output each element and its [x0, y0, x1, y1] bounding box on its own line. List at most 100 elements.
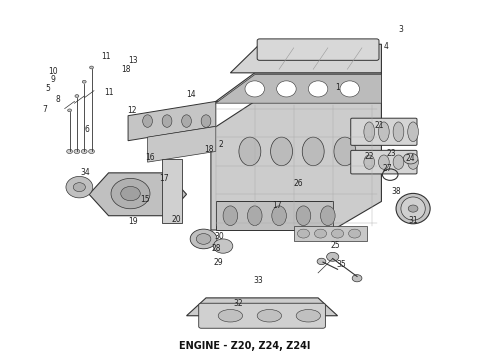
Ellipse shape — [340, 81, 360, 97]
Text: 8: 8 — [55, 95, 60, 104]
Polygon shape — [294, 226, 367, 241]
Ellipse shape — [245, 80, 265, 94]
Ellipse shape — [378, 155, 389, 169]
Ellipse shape — [320, 206, 335, 226]
Text: 5: 5 — [45, 84, 50, 93]
Ellipse shape — [90, 66, 94, 69]
Ellipse shape — [68, 109, 72, 112]
Text: 21: 21 — [374, 121, 384, 130]
Text: 20: 20 — [171, 215, 181, 224]
Ellipse shape — [393, 155, 404, 169]
Ellipse shape — [213, 239, 233, 253]
Text: 24: 24 — [406, 154, 416, 163]
Text: 1: 1 — [335, 83, 340, 92]
Text: 38: 38 — [391, 187, 401, 196]
Text: 27: 27 — [383, 164, 392, 173]
Ellipse shape — [403, 153, 418, 164]
Text: 28: 28 — [211, 244, 220, 253]
Text: 10: 10 — [48, 67, 57, 76]
Text: 23: 23 — [386, 149, 396, 158]
Polygon shape — [216, 73, 381, 102]
Ellipse shape — [239, 137, 261, 166]
Text: 29: 29 — [213, 258, 223, 267]
Ellipse shape — [66, 176, 93, 198]
Text: 33: 33 — [253, 276, 263, 285]
Ellipse shape — [393, 122, 404, 141]
Ellipse shape — [296, 310, 320, 322]
Polygon shape — [216, 75, 381, 103]
Text: 14: 14 — [187, 90, 196, 99]
Ellipse shape — [315, 229, 327, 238]
Ellipse shape — [352, 275, 362, 282]
Polygon shape — [89, 173, 187, 216]
Text: 22: 22 — [365, 152, 374, 161]
Ellipse shape — [218, 310, 243, 322]
Ellipse shape — [277, 81, 296, 97]
Polygon shape — [211, 102, 381, 230]
Ellipse shape — [73, 183, 85, 192]
Ellipse shape — [401, 197, 425, 220]
Ellipse shape — [81, 149, 87, 154]
Text: 7: 7 — [43, 105, 48, 114]
Text: 19: 19 — [128, 217, 138, 226]
Ellipse shape — [223, 206, 238, 226]
Text: 34: 34 — [80, 168, 90, 177]
Polygon shape — [162, 158, 182, 223]
Text: 9: 9 — [50, 76, 55, 85]
Ellipse shape — [364, 122, 374, 141]
Ellipse shape — [302, 137, 324, 166]
FancyBboxPatch shape — [257, 39, 379, 60]
Text: 11: 11 — [101, 52, 111, 61]
Text: 25: 25 — [330, 241, 340, 250]
Text: 26: 26 — [294, 179, 303, 188]
Ellipse shape — [196, 234, 211, 244]
Ellipse shape — [162, 115, 172, 127]
Text: 2: 2 — [218, 140, 223, 149]
Ellipse shape — [378, 122, 389, 141]
FancyBboxPatch shape — [199, 303, 325, 328]
Ellipse shape — [331, 229, 343, 238]
Text: 11: 11 — [104, 88, 113, 97]
Ellipse shape — [364, 155, 374, 169]
Ellipse shape — [89, 149, 95, 154]
Ellipse shape — [67, 149, 73, 154]
Text: ENGINE - Z20, Z24, Z24I: ENGINE - Z20, Z24, Z24I — [179, 342, 311, 351]
FancyBboxPatch shape — [351, 118, 417, 145]
Ellipse shape — [82, 80, 86, 83]
Ellipse shape — [201, 115, 211, 127]
Ellipse shape — [75, 95, 79, 98]
Ellipse shape — [257, 310, 282, 322]
Text: 12: 12 — [127, 106, 137, 115]
Text: 32: 32 — [234, 299, 244, 308]
Ellipse shape — [121, 186, 140, 201]
Text: 6: 6 — [84, 126, 89, 135]
Ellipse shape — [143, 115, 152, 127]
Ellipse shape — [270, 137, 293, 166]
Text: 16: 16 — [145, 153, 155, 162]
Ellipse shape — [190, 229, 217, 249]
Text: 30: 30 — [214, 232, 224, 241]
Polygon shape — [147, 126, 216, 162]
Polygon shape — [128, 102, 216, 141]
Text: 18: 18 — [204, 145, 213, 154]
Text: 18: 18 — [121, 65, 130, 74]
Ellipse shape — [396, 193, 430, 224]
Text: 17: 17 — [159, 174, 169, 183]
Ellipse shape — [296, 206, 311, 226]
Ellipse shape — [348, 229, 361, 238]
Text: 15: 15 — [140, 195, 150, 204]
Ellipse shape — [308, 80, 328, 94]
FancyBboxPatch shape — [351, 150, 417, 174]
Ellipse shape — [408, 122, 418, 141]
Text: 3: 3 — [398, 26, 403, 35]
Ellipse shape — [182, 115, 192, 127]
Polygon shape — [187, 298, 338, 316]
Ellipse shape — [74, 149, 80, 154]
Ellipse shape — [308, 81, 328, 97]
Ellipse shape — [327, 252, 339, 261]
Ellipse shape — [408, 155, 418, 169]
Ellipse shape — [272, 206, 287, 226]
Text: 4: 4 — [384, 41, 389, 50]
Ellipse shape — [247, 206, 262, 226]
Text: 31: 31 — [409, 216, 418, 225]
